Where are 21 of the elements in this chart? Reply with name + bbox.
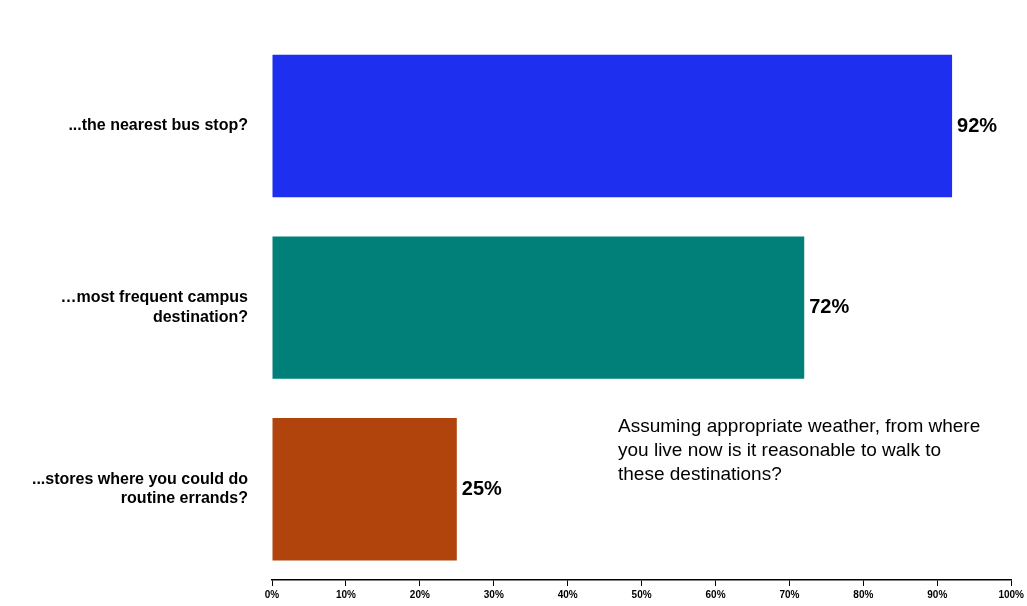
x-tick-label: 30% <box>483 588 504 600</box>
bar <box>272 418 457 561</box>
x-tick-label: 40% <box>557 588 578 600</box>
x-tick-label: 0% <box>264 588 280 600</box>
data-label: 72% <box>809 295 850 318</box>
x-tick-label: 70% <box>779 588 800 600</box>
data-label: 92% <box>957 113 998 136</box>
data-label: 25% <box>461 476 503 499</box>
x-tick-label: 90% <box>927 588 948 600</box>
x-tick-label: 100% <box>998 588 1025 600</box>
y-tick-label: ...stores where you could do routine errands? <box>31 470 249 507</box>
x-tick-label: 10% <box>335 588 357 600</box>
y-tick-label: ...the nearest bus stop? <box>68 116 248 134</box>
annotation: Assuming appropriate weather, from where you live now is it reasonable to walk to these destinations? <box>618 414 982 486</box>
x-tick-label: 60% <box>705 588 726 600</box>
x-tick-label: 50% <box>631 588 652 600</box>
x-tick-label: 20% <box>409 588 430 600</box>
x-tick-label: 80% <box>853 588 874 600</box>
bar <box>272 54 953 198</box>
bar <box>272 236 805 379</box>
y-tick-label: …most frequent campus destination? <box>60 288 249 325</box>
